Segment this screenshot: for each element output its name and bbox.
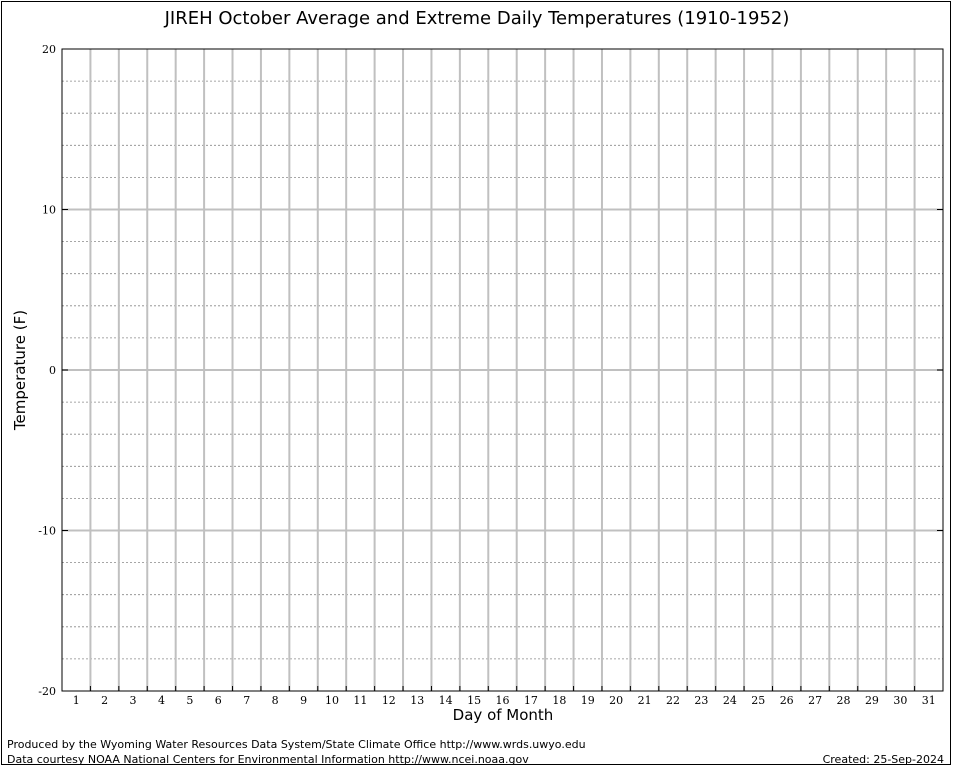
x-tick-label: 11: [353, 694, 367, 707]
x-tick-label: 4: [158, 694, 165, 707]
x-tick-label: 13: [410, 694, 424, 707]
footer-created-date: Created: 25-Sep-2024: [822, 753, 944, 766]
y-tick-label: -10: [38, 525, 56, 538]
x-tick-label: 26: [780, 694, 794, 707]
x-tick-label: 25: [751, 694, 765, 707]
x-axis-label: Day of Month: [452, 706, 554, 724]
x-tick-label: 20: [609, 694, 623, 707]
x-tick-label: 28: [837, 694, 851, 707]
x-tick-label: 9: [300, 694, 307, 707]
x-tick-label: 24: [723, 694, 737, 707]
x-tick-label: 30: [893, 694, 907, 707]
x-tick-label: 22: [666, 694, 680, 707]
x-tick-label: 14: [439, 694, 453, 707]
footer-produced-by: Produced by the Wyoming Water Resources …: [7, 738, 586, 751]
y-tick-label: 10: [42, 204, 56, 217]
x-tick-label: 5: [186, 694, 193, 707]
x-tick-label: 17: [524, 694, 538, 707]
x-tick-label: 2: [101, 694, 108, 707]
x-tick-label: 16: [496, 694, 510, 707]
y-tick-label: 0: [49, 364, 56, 377]
x-tick-label: 8: [272, 694, 279, 707]
plot-border: [61, 48, 944, 692]
x-tick-label: 7: [243, 694, 250, 707]
x-tick-label: 10: [325, 694, 339, 707]
y-tick-label: 20: [42, 43, 56, 56]
x-tick-label: 15: [467, 694, 481, 707]
x-tick-label: 21: [638, 694, 652, 707]
x-tick-label: 23: [694, 694, 708, 707]
x-tick-label: 19: [581, 694, 595, 707]
x-tick-label: 29: [865, 694, 879, 707]
x-tick-label: 6: [215, 694, 222, 707]
x-tick-label: 1: [73, 694, 80, 707]
y-axis-label: Temperature (F): [11, 309, 29, 431]
x-tick-label: 3: [130, 694, 137, 707]
x-tick-label: 12: [382, 694, 396, 707]
chart-title: JIREH October Average and Extreme Daily …: [164, 8, 790, 29]
y-tick-label: -20: [38, 685, 56, 698]
x-tick-label: 18: [552, 694, 566, 707]
footer-data-courtesy: Data courtesy NOAA National Centers for …: [7, 753, 529, 766]
x-tick-label: 27: [808, 694, 822, 707]
x-tick-label: 31: [922, 694, 936, 707]
